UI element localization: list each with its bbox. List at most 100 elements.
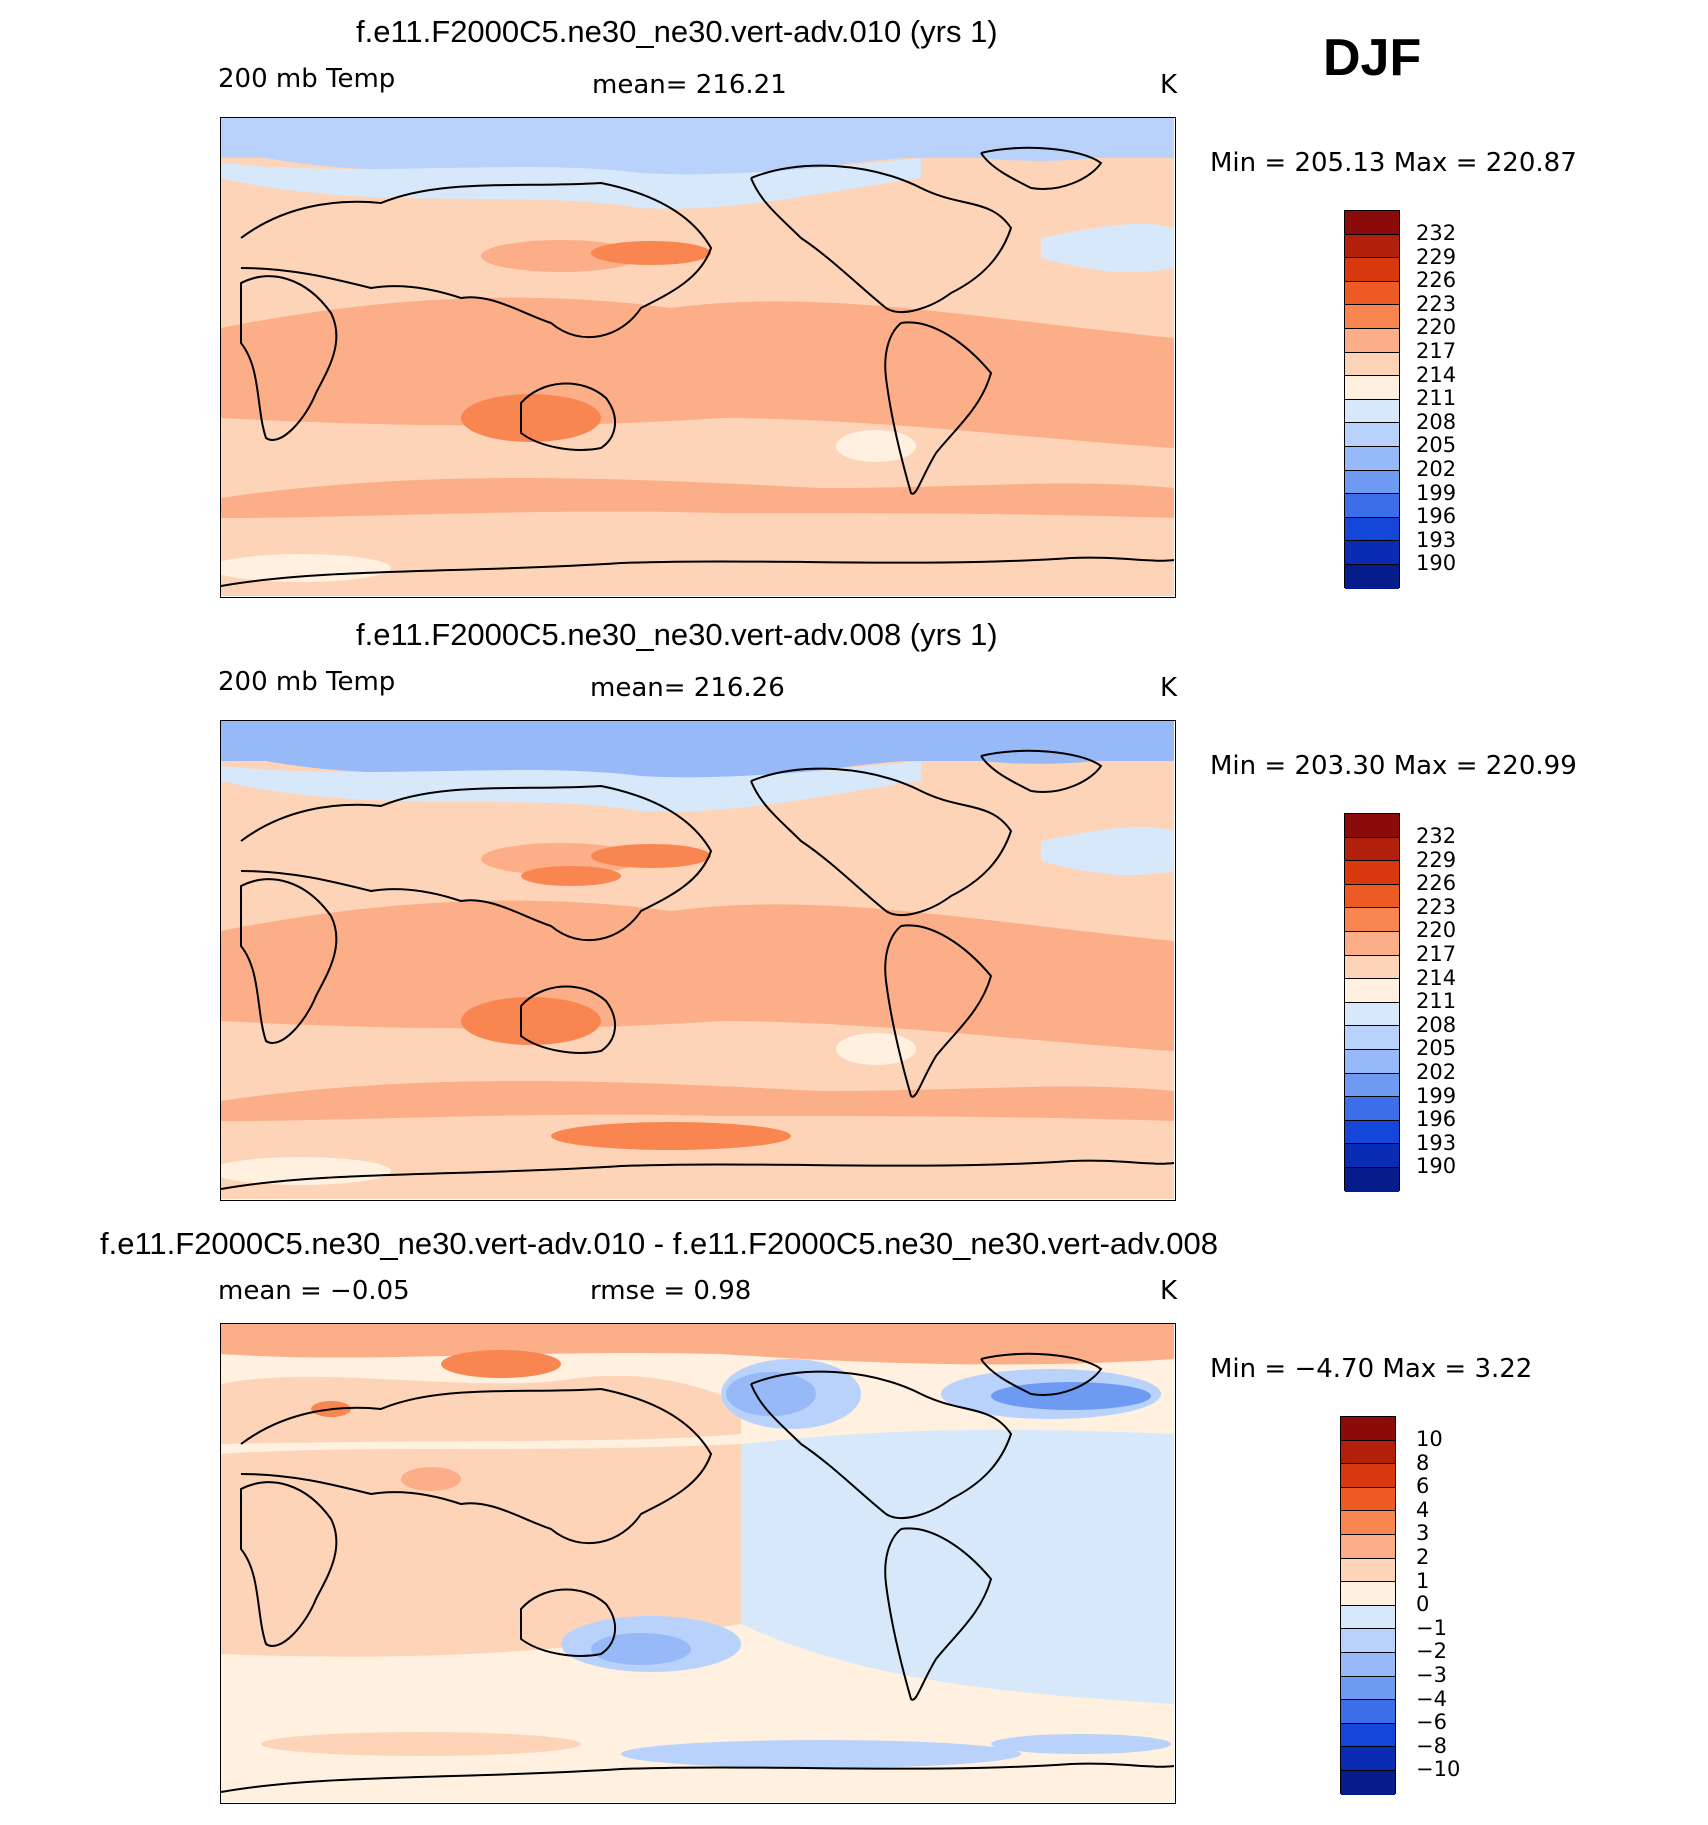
colorbar-swatch bbox=[1345, 352, 1399, 377]
colorbar-swatch bbox=[1345, 955, 1399, 980]
colorbar-tick-label: −1 bbox=[1416, 1615, 1447, 1640]
panel3-colorbar bbox=[1340, 1416, 1396, 1795]
colorbar-tick-label: 220 bbox=[1416, 918, 1457, 943]
colorbar-tick-label: 4 bbox=[1416, 1497, 1430, 1522]
colorbar-swatch bbox=[1345, 1097, 1399, 1121]
colorbar-swatch bbox=[1345, 376, 1399, 400]
colorbar-tick-label: 190 bbox=[1416, 1154, 1457, 1179]
colorbar-tick-label: 6 bbox=[1416, 1474, 1430, 1499]
colorbar-tick-label: 199 bbox=[1416, 1083, 1457, 1108]
season-label: DJF bbox=[1323, 29, 1422, 87]
colorbar-tick-label: 229 bbox=[1416, 847, 1457, 872]
colorbar-swatch bbox=[1341, 1464, 1395, 1488]
panel2-map bbox=[220, 720, 1176, 1201]
colorbar-tick-label: 202 bbox=[1416, 1059, 1457, 1084]
panel3-title: f.e11.F2000C5.ne30_ne30.vert-adv.010 - f… bbox=[100, 1226, 1218, 1261]
colorbar-tick-label: 226 bbox=[1416, 268, 1457, 293]
panel1-title: f.e11.F2000C5.ne30_ne30.vert-adv.010 (yr… bbox=[356, 14, 998, 49]
colorbar-swatch bbox=[1345, 1073, 1399, 1098]
colorbar-swatch bbox=[1345, 1120, 1399, 1145]
colorbar-tick-label: 217 bbox=[1416, 338, 1457, 363]
panel2-title: f.e11.F2000C5.ne30_ne30.vert-adv.008 (yr… bbox=[356, 617, 998, 652]
colorbar-tick-label: 214 bbox=[1416, 965, 1457, 990]
panel3-mean-label: mean = −0.05 bbox=[218, 1276, 410, 1306]
colorbar-swatch bbox=[1345, 1144, 1399, 1168]
colorbar-swatch bbox=[1345, 234, 1399, 259]
colorbar-tick-label: 8 bbox=[1416, 1450, 1430, 1475]
colorbar-tick-label: −8 bbox=[1416, 1733, 1447, 1758]
colorbar-swatch bbox=[1341, 1487, 1395, 1512]
colorbar-tick-label: 232 bbox=[1416, 824, 1457, 848]
colorbar-tick-label: 199 bbox=[1416, 480, 1457, 505]
colorbar-tick-label: −3 bbox=[1416, 1662, 1447, 1687]
colorbar-swatch bbox=[1345, 258, 1399, 282]
colorbar-swatch bbox=[1345, 541, 1399, 565]
colorbar-tick-label: 208 bbox=[1416, 409, 1457, 434]
colorbar-swatch bbox=[1345, 884, 1399, 909]
panel3-map bbox=[220, 1323, 1176, 1804]
colorbar-tick-label: 223 bbox=[1416, 291, 1457, 316]
colorbar-swatch bbox=[1345, 446, 1399, 471]
colorbar-swatch bbox=[1345, 305, 1399, 329]
colorbar-swatch bbox=[1341, 1700, 1395, 1724]
colorbar-tick-label: 2 bbox=[1416, 1544, 1430, 1569]
panel3-rmse-label: rmse = 0.98 bbox=[590, 1276, 752, 1306]
panel2-variable-label: 200 mb Temp bbox=[218, 667, 396, 697]
colorbar-swatch bbox=[1341, 1652, 1395, 1677]
colorbar-tick-label: −4 bbox=[1416, 1686, 1447, 1711]
panel1-minmax: Min = 205.13 Max = 220.87 bbox=[1210, 148, 1577, 178]
panel2-mean-label: mean= 216.26 bbox=[590, 673, 785, 703]
colorbar-swatch bbox=[1341, 1440, 1395, 1465]
colorbar-swatch bbox=[1345, 328, 1399, 353]
colorbar-tick-label: 196 bbox=[1416, 1107, 1457, 1132]
colorbar-tick-label: 208 bbox=[1416, 1012, 1457, 1037]
colorbar-swatch bbox=[1345, 908, 1399, 932]
colorbar-tick-label: 1 bbox=[1416, 1568, 1430, 1593]
panel1-map bbox=[220, 117, 1176, 598]
colorbar-swatch bbox=[1345, 1002, 1399, 1027]
colorbar-swatch bbox=[1345, 979, 1399, 1003]
panel2-units-label: K bbox=[1160, 673, 1178, 703]
colorbar-tick-label: 202 bbox=[1416, 456, 1457, 481]
colorbar-tick-label: 226 bbox=[1416, 871, 1457, 896]
colorbar-swatch bbox=[1345, 1049, 1399, 1074]
colorbar-tick-label: 0 bbox=[1416, 1592, 1430, 1617]
colorbar-swatch bbox=[1341, 1582, 1395, 1606]
panel2-colorbar bbox=[1344, 813, 1400, 1192]
colorbar-tick-label: 3 bbox=[1416, 1521, 1430, 1546]
colorbar-tick-label: 229 bbox=[1416, 244, 1457, 269]
colorbar-tick-label: 217 bbox=[1416, 941, 1457, 966]
colorbar-tick-label: −10 bbox=[1416, 1757, 1461, 1782]
colorbar-tick-label: 211 bbox=[1416, 989, 1457, 1014]
colorbar-swatch bbox=[1341, 1558, 1395, 1583]
colorbar-tick-label: 220 bbox=[1416, 315, 1457, 340]
colorbar-swatch bbox=[1341, 1605, 1395, 1630]
colorbar-swatch bbox=[1345, 564, 1399, 589]
colorbar-swatch bbox=[1341, 1676, 1395, 1701]
panel1-colorbar bbox=[1344, 210, 1400, 589]
colorbar-swatch bbox=[1341, 1511, 1395, 1535]
panel1-colorbar-ticks: 232 229 226 223 220 217 214 211 208 205 202 199 196 1… bbox=[1416, 221, 1457, 576]
colorbar-swatch bbox=[1341, 1747, 1395, 1771]
colorbar-tick-label: 10 bbox=[1416, 1427, 1443, 1451]
colorbar-swatch bbox=[1345, 423, 1399, 447]
panel1-mean-label: mean= 216.21 bbox=[592, 70, 787, 100]
colorbar-swatch bbox=[1345, 399, 1399, 424]
panel1-units-label: K bbox=[1160, 70, 1178, 100]
colorbar-tick-label: 223 bbox=[1416, 894, 1457, 919]
colorbar-swatch bbox=[1345, 1167, 1399, 1192]
colorbar-tick-label: 205 bbox=[1416, 433, 1457, 458]
colorbar-tick-label: 193 bbox=[1416, 527, 1457, 552]
panel1-map-svg bbox=[221, 118, 1174, 596]
panel3-minmax: Min = −4.70 Max = 3.22 bbox=[1210, 1354, 1533, 1384]
colorbar-swatch bbox=[1345, 1026, 1399, 1050]
panel2-colorbar-ticks: 232 229 226 223 220 217 214 211 208 205 202 199 196 1… bbox=[1416, 824, 1457, 1179]
panel3-colorbar-ticks: 10 8 6 4 3 2 1 0 −1 −2 −3 −4 −6 −8 −10 bbox=[1416, 1427, 1461, 1782]
colorbar-swatch bbox=[1345, 517, 1399, 542]
colorbar-swatch bbox=[1345, 494, 1399, 518]
colorbar-tick-label: −6 bbox=[1416, 1710, 1447, 1735]
colorbar-tick-label: 205 bbox=[1416, 1036, 1457, 1061]
colorbar-tick-label: 214 bbox=[1416, 362, 1457, 387]
colorbar-tick-label: 196 bbox=[1416, 504, 1457, 529]
colorbar-tick-label: 190 bbox=[1416, 551, 1457, 576]
